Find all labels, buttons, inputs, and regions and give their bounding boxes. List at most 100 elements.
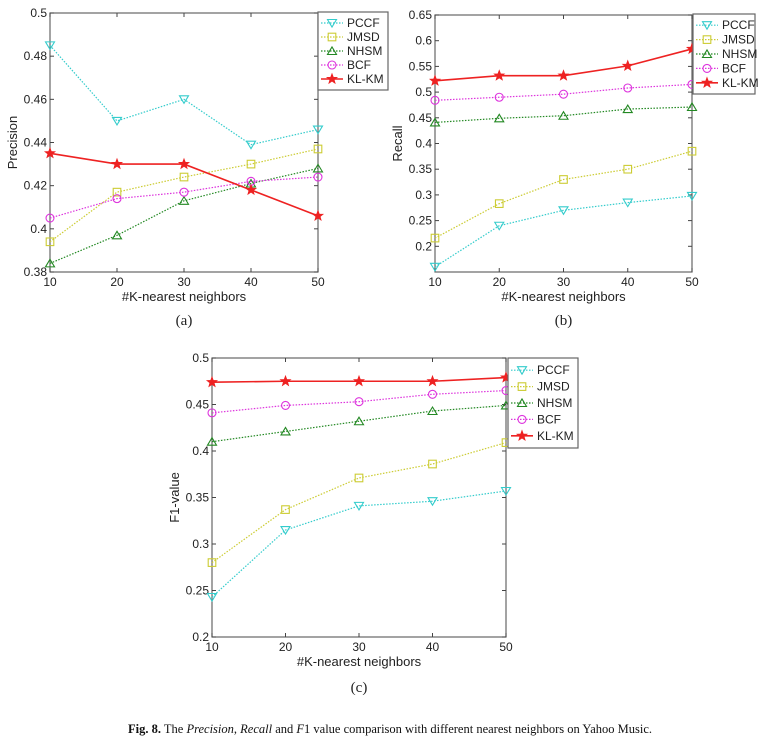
data-point	[353, 416, 365, 426]
legend-label: NHSM	[537, 396, 572, 410]
data-point	[110, 157, 124, 170]
legend-item-kl-km: KL-KM	[321, 72, 384, 86]
data-point	[244, 183, 258, 196]
legend-label: KL-KM	[722, 76, 759, 90]
series-nhsm	[44, 163, 324, 268]
series-pccf	[206, 486, 512, 603]
series-line	[49, 167, 319, 264]
legend-item-jmsd: JMSD	[696, 33, 755, 47]
legend-marker	[326, 45, 338, 56]
y-tick-label: 0.2	[415, 239, 432, 253]
legend-label: BCF	[347, 58, 371, 72]
data-point	[622, 103, 634, 114]
legend-item-nhsm: NHSM	[696, 47, 757, 61]
data-point	[494, 92, 504, 102]
data-point	[43, 146, 57, 159]
legend-marker	[327, 60, 337, 70]
series-nhsm	[429, 101, 698, 127]
y-tick-label: 0.42	[24, 179, 48, 193]
data-point	[559, 175, 568, 184]
legend-label: PCCF	[722, 18, 755, 32]
data-point	[207, 558, 217, 567]
caption-term-recall: Recall	[240, 722, 273, 736]
x-tick-label: 40	[621, 275, 635, 289]
data-point	[111, 116, 123, 126]
legend-label: NHSM	[347, 44, 382, 58]
caption-separator: ,	[233, 722, 241, 736]
x-tick-label: 30	[177, 275, 191, 289]
x-tick-label: 50	[311, 275, 325, 289]
legend-marker	[700, 76, 714, 88]
series-bcf	[430, 79, 697, 105]
legend-marker	[517, 414, 527, 424]
legend-label: JMSD	[722, 33, 755, 47]
data-point	[354, 397, 364, 407]
data-point	[280, 426, 291, 436]
legend-label: NHSM	[722, 47, 757, 61]
legend-marker	[326, 18, 338, 29]
panel-label: (c)	[351, 680, 368, 696]
x-tick-label: 20	[110, 275, 124, 289]
legend-item-jmsd: JMSD	[511, 380, 570, 394]
figure-caption: Fig. 8. The Precision, Recall and F1 val…	[0, 722, 780, 737]
data-point	[427, 405, 438, 416]
y-axis-title: Recall	[390, 125, 405, 161]
legend-label: JMSD	[537, 380, 570, 394]
legend-label: KL-KM	[537, 429, 574, 443]
legend-label: BCF	[537, 412, 561, 426]
y-tick-label: 0.5	[30, 6, 47, 20]
caption-term-f: F	[296, 722, 305, 736]
data-point	[281, 505, 290, 514]
y-tick-label: 0.35	[186, 491, 210, 505]
legend-marker	[327, 32, 337, 42]
y-tick-label: 0.45	[409, 111, 433, 125]
x-tick-label: 30	[557, 275, 571, 289]
x-tick-label: 10	[205, 640, 219, 654]
legend-marker	[515, 429, 529, 441]
data-point	[621, 59, 634, 72]
series-bcf	[207, 385, 511, 418]
data-point	[429, 117, 441, 127]
legend-item-bcf: BCF	[696, 61, 746, 75]
plot-area	[434, 14, 693, 273]
legend-marker	[701, 21, 713, 31]
data-point	[427, 497, 438, 507]
series-line	[434, 83, 693, 101]
plot-area	[211, 357, 507, 638]
legend-item-pccf: PCCF	[696, 18, 755, 32]
legend-item-pccf: PCCF	[511, 363, 570, 377]
data-point	[279, 374, 292, 387]
series-kl-km	[43, 146, 325, 222]
x-tick-label: 40	[244, 275, 258, 289]
legend: PCCF JMSD NHSM BCF KL-KM	[507, 357, 579, 449]
x-tick-label: 20	[279, 640, 293, 654]
legend-item-pccf: PCCF	[321, 16, 380, 30]
legend-marker	[702, 35, 712, 44]
legend-label: KL-KM	[347, 72, 384, 86]
data-point	[311, 209, 325, 222]
y-tick-label: 0.5	[415, 85, 432, 99]
y-tick-label: 0.48	[24, 49, 48, 63]
y-axis-title: Precision	[5, 116, 20, 169]
data-point	[493, 113, 505, 123]
chart-recall: 0.2 0.25 0.3 0.35 0.4 0.45 0.5 0.55 0.6 0.65 10 20 3…	[390, 8, 759, 329]
data-point	[312, 163, 324, 173]
data-point	[246, 159, 256, 169]
y-tick-label: 0.35	[409, 162, 433, 176]
caption-fig-label: Fig. 8.	[127, 722, 161, 736]
data-point	[179, 172, 189, 182]
data-point	[686, 101, 698, 112]
data-point	[500, 486, 512, 497]
x-tick-label: 40	[426, 640, 440, 654]
data-point	[493, 221, 505, 231]
data-point	[45, 237, 55, 247]
y-tick-label: 0.65	[409, 8, 433, 22]
series-line	[211, 389, 507, 414]
data-point	[430, 233, 440, 243]
data-point	[493, 69, 506, 81]
data-point	[558, 206, 569, 216]
y-tick-label: 0.46	[24, 92, 48, 106]
series-pccf	[44, 41, 324, 150]
data-point	[280, 400, 291, 410]
